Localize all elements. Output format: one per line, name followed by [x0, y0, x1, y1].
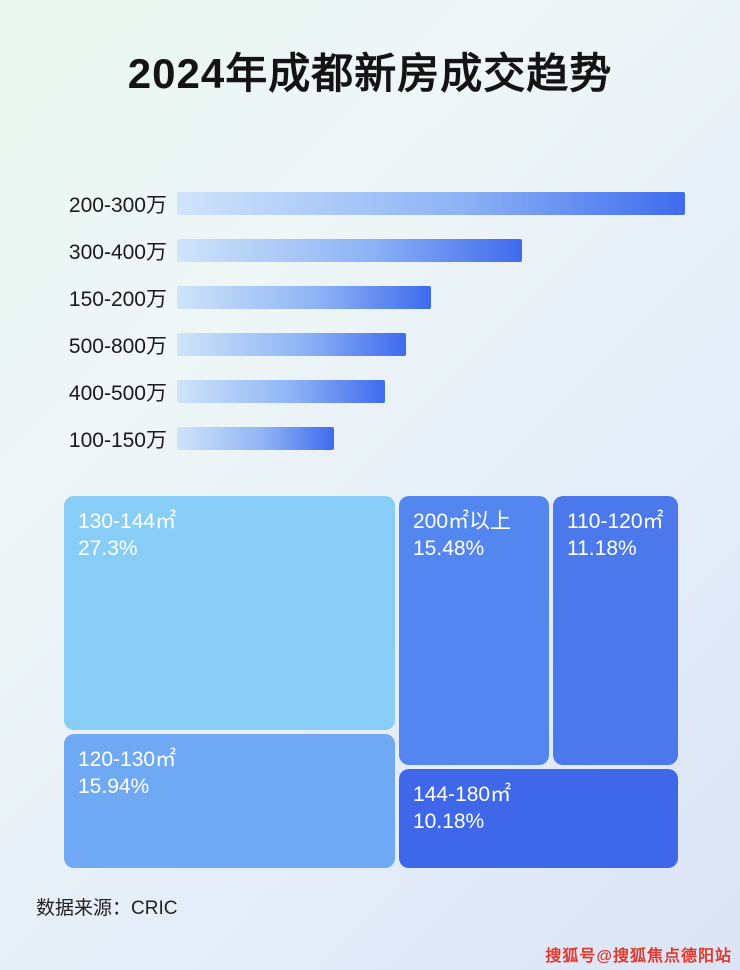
- bar-fill: [177, 427, 335, 450]
- bar-track: [177, 239, 685, 262]
- bar-row: 400-500万: [55, 368, 685, 415]
- bar-label: 500-800万: [68, 334, 167, 358]
- bar-track: [177, 333, 685, 356]
- treemap-block-value: 10.18%: [413, 810, 485, 834]
- bar-track: [177, 286, 685, 309]
- bar-fill: [177, 239, 523, 262]
- treemap-block-label: 144-180㎡: [413, 783, 512, 806]
- bar-row: 200-300万: [55, 180, 685, 227]
- bar-fill: [177, 333, 406, 356]
- bar-row: 500-800万: [55, 321, 685, 368]
- bar-chart: 200-300万 300-400万 150-200万 500-800万 400-…: [55, 180, 685, 462]
- watermark-text: 搜狐号@搜狐焦点德阳站: [545, 948, 732, 965]
- treemap-block-value: 15.48%: [413, 537, 485, 561]
- bar-track: [177, 192, 685, 215]
- treemap-block-label: 110-120㎡: [567, 510, 664, 533]
- bar-label: 300-400万: [68, 240, 167, 264]
- data-source-label: 数据来源：CRIC: [36, 898, 178, 919]
- bar-fill: [177, 192, 685, 215]
- bar-row: 100-150万: [55, 415, 685, 462]
- treemap-block-label: 200㎡以上: [413, 510, 512, 533]
- treemap-block-value: 27.3%: [78, 537, 138, 561]
- bar-label: 150-200万: [68, 287, 167, 311]
- treemap-chart: 130-144㎡ 27.3% 200㎡以上 15.48% 110-120㎡ 11…: [64, 496, 678, 868]
- treemap-block-144-180: 144-180㎡ 10.18%: [399, 769, 678, 868]
- treemap-block-130-144: 130-144㎡ 27.3%: [64, 496, 395, 730]
- treemap-block-200plus: 200㎡以上 15.48%: [399, 496, 549, 765]
- bar-track: [177, 380, 685, 403]
- treemap-block-value: 15.94%: [78, 775, 150, 799]
- treemap-block-label: 130-144㎡: [78, 510, 177, 533]
- treemap-block-110-120: 110-120㎡ 11.18%: [553, 496, 678, 765]
- bar-label: 100-150万: [68, 428, 167, 452]
- bar-fill: [177, 380, 386, 403]
- bar-label: 400-500万: [68, 381, 167, 405]
- treemap-block-label: 120-130㎡: [78, 748, 177, 771]
- bar-row: 300-400万: [55, 227, 685, 274]
- page-title: 2024年成都新房成交趋势: [127, 50, 613, 97]
- bar-track: [177, 427, 685, 450]
- bar-row: 150-200万: [55, 274, 685, 321]
- treemap-block-value: 11.18%: [567, 537, 637, 561]
- bar-label: 200-300万: [68, 193, 167, 217]
- treemap-block-120-130: 120-130㎡ 15.94%: [64, 734, 395, 868]
- bar-fill: [177, 286, 431, 309]
